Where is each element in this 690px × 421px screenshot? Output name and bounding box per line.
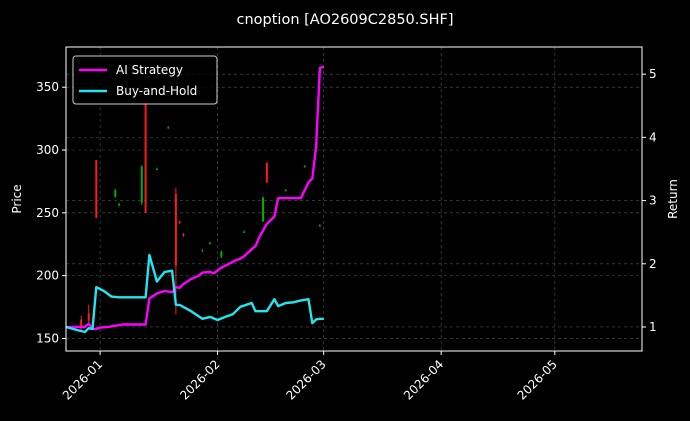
y-tick-label: 200: [36, 269, 59, 283]
candle-body: [140, 166, 143, 203]
candle-body: [80, 319, 83, 329]
plot-frame: [65, 46, 643, 352]
legend: AI Strategy Buy-and-Hold: [72, 55, 218, 105]
candle-body: [95, 160, 98, 218]
candle-body: [243, 231, 246, 233]
candle-body: [201, 250, 204, 252]
x-axis: 2026-01 2026-02 2026-03 2026-04 2026-05: [60, 351, 560, 403]
y2-tick-label: 2: [649, 257, 657, 271]
candle-body: [182, 234, 185, 236]
y2-tick-label: 4: [649, 130, 657, 144]
y-axis-title: Price: [10, 184, 24, 213]
candle-body: [318, 225, 321, 227]
candle-body: [265, 162, 268, 183]
y-tick-label: 350: [36, 80, 59, 94]
legend-box: [72, 55, 218, 105]
x-tick-label: 2026-05: [515, 357, 560, 402]
candle-body: [167, 127, 170, 129]
line-ai-strategy: [66, 65, 325, 331]
legend-label-ai-strategy: AI Strategy: [116, 63, 183, 77]
line-buy-and-hold: [65, 253, 324, 334]
candle-body: [114, 190, 117, 197]
y2-tick-label: 1: [649, 320, 657, 334]
y-axis-price: 150 200 250 300 350: [36, 80, 66, 345]
candles: [80, 102, 321, 331]
candle-body: [209, 242, 211, 244]
y-tick-label: 250: [36, 206, 59, 220]
chart-title: cnoption [AO2609C2850.SHF]: [237, 12, 454, 28]
y-axis-return: 1 2 3 4 5: [642, 67, 657, 334]
series-lines: [65, 65, 325, 334]
x-tick-label: 2026-04: [401, 357, 446, 402]
candle-body: [155, 168, 158, 170]
x-tick-label: 2026-01: [60, 357, 105, 402]
y2-tick-label: 5: [649, 67, 657, 81]
candle-body: [87, 313, 90, 321]
candle-body: [284, 190, 287, 192]
x-tick-label: 2026-03: [283, 357, 328, 402]
candle-body: [262, 197, 265, 222]
y2-axis-title: Return: [666, 179, 680, 219]
candle-body: [144, 102, 147, 213]
candle-body: [118, 204, 121, 206]
y2-tick-label: 3: [649, 194, 657, 208]
x-tick-label: 2026-02: [177, 357, 222, 402]
candle-body: [174, 193, 177, 266]
y-tick-label: 150: [36, 331, 59, 345]
candle-body: [220, 251, 223, 257]
legend-label-buy-and-hold: Buy-and-Hold: [116, 84, 197, 98]
y-tick-label: 300: [36, 143, 59, 157]
candle-body: [303, 166, 306, 168]
candle-body: [178, 221, 181, 223]
